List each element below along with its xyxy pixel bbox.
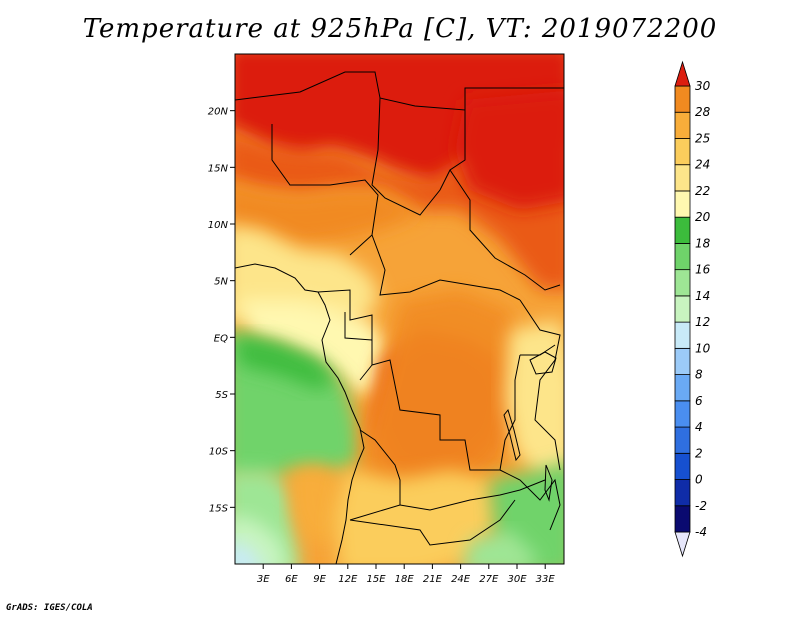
y-tick-label: 10S bbox=[209, 447, 229, 458]
x-tick-label: 3E bbox=[257, 574, 270, 585]
colorbar-label: 14 bbox=[695, 289, 710, 303]
y-tick-label: EQ bbox=[214, 333, 228, 344]
y-tick-label: 10N bbox=[208, 220, 229, 231]
colorbar-box bbox=[674, 400, 691, 428]
x-tick-label: 15E bbox=[366, 574, 386, 585]
colorbar-label: -2 bbox=[695, 499, 707, 513]
y-tick-label: 15S bbox=[209, 503, 229, 514]
temperature-field bbox=[235, 54, 564, 564]
region-gabon bbox=[240, 300, 390, 395]
x-tick-label: 30E bbox=[507, 574, 527, 585]
colorbar-label: 0 bbox=[695, 473, 703, 487]
colorbar-box bbox=[674, 216, 691, 244]
x-tick-label: 27E bbox=[479, 574, 499, 585]
colorbar-label: 30 bbox=[695, 79, 711, 93]
border-namibia-botswana bbox=[349, 499, 516, 546]
border-chad bbox=[371, 97, 466, 216]
map-boundaries bbox=[235, 71, 564, 564]
x-tick-label: 33E bbox=[536, 574, 556, 585]
border-mozambique bbox=[499, 469, 561, 531]
x-tick-label: 6E bbox=[285, 574, 298, 585]
colorbar-box bbox=[674, 479, 691, 507]
colorbar-label: 28 bbox=[695, 105, 711, 119]
lake-tanganyika bbox=[503, 408, 521, 462]
colorbar-box bbox=[674, 295, 691, 323]
colorbar-box bbox=[674, 111, 691, 139]
region-southern-yellow bbox=[335, 470, 500, 564]
colorbar-label: 24 bbox=[695, 158, 710, 172]
map-plot-area bbox=[234, 53, 565, 565]
colorbar-box bbox=[674, 138, 691, 166]
colorbar-label: 4 bbox=[695, 420, 703, 434]
chart-title: Temperature at 925hPa [C], VT: 201907220… bbox=[82, 14, 718, 44]
colorbar-upper-triangle bbox=[674, 60, 691, 87]
x-tick-label: 21E bbox=[423, 574, 443, 585]
x-tick-label: 12E bbox=[338, 574, 358, 585]
colorbar-label: 2 bbox=[695, 446, 703, 460]
colorbar-box bbox=[674, 452, 691, 480]
colorbar-box bbox=[674, 347, 691, 375]
colorbar-label: 6 bbox=[695, 394, 703, 408]
border-niger bbox=[271, 124, 379, 256]
colorbar-box bbox=[674, 505, 691, 533]
colorbar-label: 16 bbox=[695, 263, 711, 277]
border-east bbox=[519, 299, 561, 471]
y-tick-label: 20N bbox=[208, 107, 229, 118]
colorbar-label: 8 bbox=[695, 368, 703, 382]
lake-victoria bbox=[529, 351, 557, 375]
region-atlantic-strip bbox=[235, 335, 335, 390]
colorbar-box bbox=[674, 190, 691, 218]
region-east-highlands bbox=[505, 320, 564, 480]
map-axes: 3E 6E 9E 12E 15E 18E 21E 24E 27E 30E 33E 20N 15N 10N 5… bbox=[208, 107, 556, 585]
region-namibia bbox=[290, 465, 345, 545]
colorbar-label: 10 bbox=[695, 341, 711, 355]
colorbar-label: 12 bbox=[695, 315, 710, 329]
colorbar-label: 20 bbox=[695, 210, 711, 224]
x-tick-label: 18E bbox=[395, 574, 415, 585]
region-cold-ocean-corner bbox=[235, 543, 261, 564]
colorbar-lower-triangle bbox=[674, 531, 691, 558]
border-car bbox=[371, 234, 521, 301]
region-sudan bbox=[455, 91, 564, 210]
region-chad bbox=[235, 182, 420, 245]
border-gabon bbox=[344, 312, 373, 341]
colorbar-label: 18 bbox=[695, 236, 711, 250]
colorbar-box bbox=[674, 269, 691, 297]
footer-credit: GrADS: IGES/COLA bbox=[6, 603, 93, 613]
colorbar-box bbox=[674, 374, 691, 402]
y-tick-label: 5N bbox=[214, 277, 228, 288]
colorbar-box bbox=[674, 243, 691, 271]
border-drc bbox=[371, 354, 521, 471]
x-tick-label: 24E bbox=[451, 574, 471, 585]
colorbar-label: 25 bbox=[695, 131, 710, 145]
colorbar-label: 22 bbox=[695, 184, 710, 198]
colorbar-label: -4 bbox=[695, 525, 707, 539]
colorbar-box bbox=[674, 321, 691, 349]
lake-malawi bbox=[544, 464, 553, 502]
border-cameroon bbox=[317, 289, 373, 381]
x-tick-label: 9E bbox=[313, 574, 326, 585]
border-angola bbox=[349, 429, 401, 521]
plot-frame bbox=[234, 53, 565, 565]
y-tick-label: 15N bbox=[208, 163, 229, 174]
colorbar-box bbox=[674, 426, 691, 454]
region-southeast-light bbox=[463, 530, 540, 564]
colorbar-box bbox=[674, 164, 691, 192]
border-zambia bbox=[399, 479, 546, 511]
border-sudan bbox=[449, 169, 561, 291]
coastline bbox=[235, 263, 365, 564]
region-congo-surround bbox=[360, 290, 520, 500]
y-tick-label: 5S bbox=[215, 390, 228, 401]
colorbar-box bbox=[674, 85, 691, 113]
